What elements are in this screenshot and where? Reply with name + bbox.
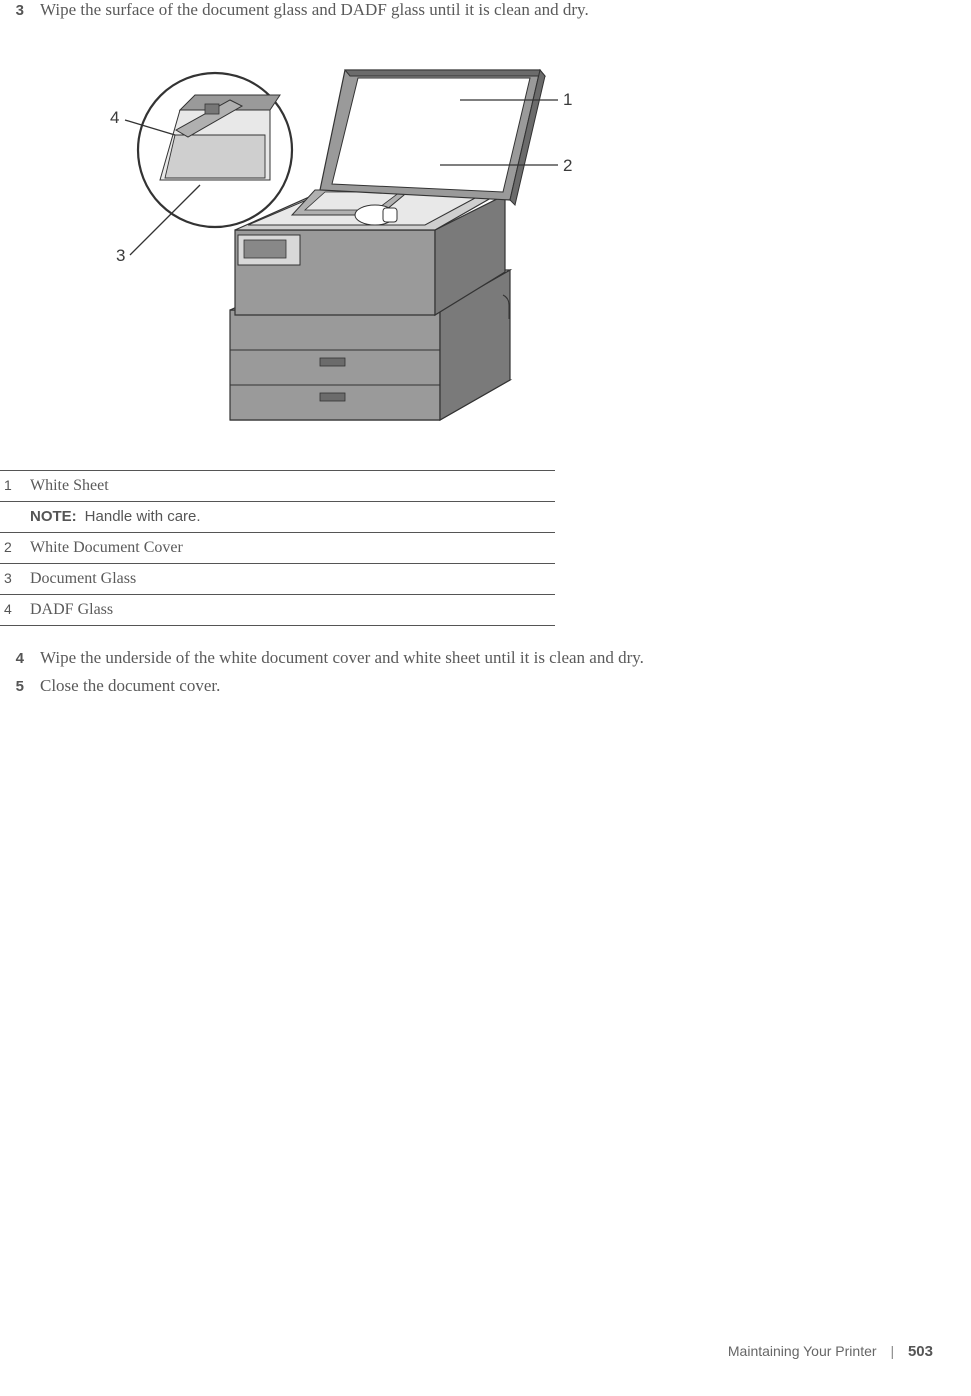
legend-4-text: DADF Glass	[30, 595, 555, 626]
page-footer: Maintaining Your Printer | 503	[728, 1343, 933, 1360]
legend-3-text: Document Glass	[30, 564, 555, 595]
note-label: NOTE:	[30, 508, 81, 525]
footer-separator: |	[890, 1343, 894, 1359]
callout-3: 3	[116, 246, 125, 266]
note-text: Handle with care.	[85, 508, 201, 525]
legend-4-num: 4	[0, 595, 30, 626]
legend-1-num: 1	[0, 471, 30, 502]
legend-row-4: 4 DADF Glass	[0, 595, 555, 626]
legend-2-text: White Document Cover	[30, 533, 555, 564]
legend-2-num: 2	[0, 533, 30, 564]
step-5-number: 5	[10, 678, 24, 695]
legend-note-cell: NOTE: Handle with care.	[30, 502, 555, 533]
legend-row-1: 1 White Sheet	[0, 471, 555, 502]
legend-row-2: 2 White Document Cover	[0, 533, 555, 564]
printer-illustration	[80, 40, 680, 450]
callout-4: 4	[110, 108, 119, 128]
step-3: 3 Wipe the surface of the document glass…	[0, 0, 971, 20]
legend-3-num: 3	[0, 564, 30, 595]
step-4-number: 4	[10, 650, 24, 667]
legend-note-row: NOTE: Handle with care.	[0, 502, 555, 533]
footer-section: Maintaining Your Printer	[728, 1343, 877, 1359]
callout-2: 2	[563, 156, 572, 176]
footer-page-number: 503	[908, 1343, 933, 1360]
step-5-text: Close the document cover.	[40, 676, 220, 696]
step-5: 5 Close the document cover.	[0, 676, 971, 696]
callout-1: 1	[563, 90, 572, 110]
step-4: 4 Wipe the underside of the white docume…	[0, 648, 971, 668]
legend-1-text: White Sheet	[30, 471, 555, 502]
printer-figure: 1 2 3 4	[80, 40, 680, 450]
step-3-text: Wipe the surface of the document glass a…	[40, 0, 589, 20]
step-4-text: Wipe the underside of the white document…	[40, 648, 644, 668]
parts-legend-table: 1 White Sheet NOTE: Handle with care. 2 …	[0, 470, 555, 626]
legend-row-3: 3 Document Glass	[0, 564, 555, 595]
step-3-number: 3	[10, 2, 24, 19]
